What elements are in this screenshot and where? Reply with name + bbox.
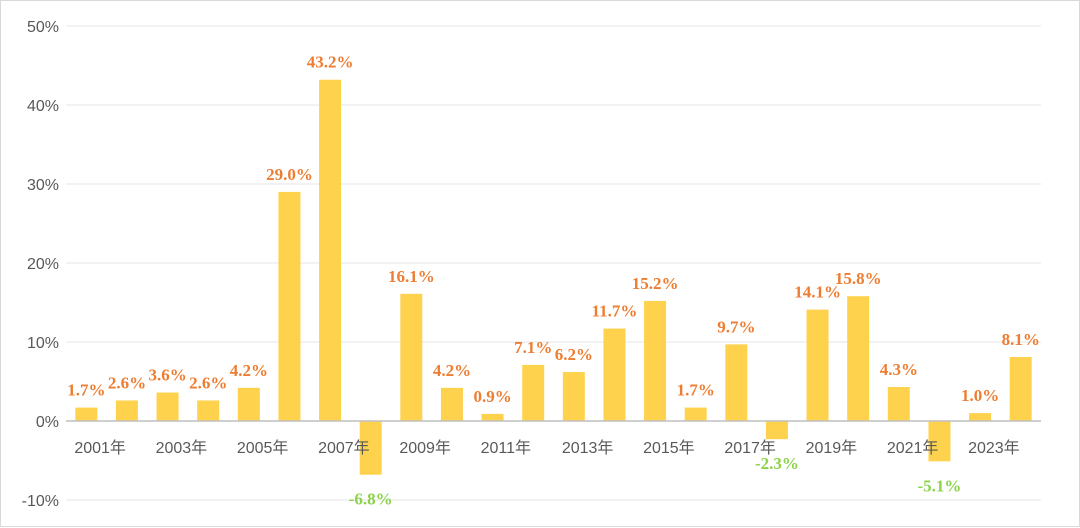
bar (237, 387, 260, 421)
bar (359, 421, 382, 475)
data-label: 9.7% (717, 317, 755, 336)
x-tick-label: 2005年 (237, 439, 289, 457)
bar (319, 79, 342, 421)
bar (522, 364, 545, 421)
data-label: -5.1% (917, 476, 961, 495)
bar (1009, 357, 1032, 421)
bar (75, 407, 98, 421)
x-tick-label: 2015年 (643, 439, 695, 457)
data-label: 11.7% (592, 302, 638, 321)
data-label: 8.1% (1002, 330, 1040, 349)
data-label: 4.3% (880, 360, 918, 379)
data-label: 16.1% (388, 267, 435, 286)
y-tick-label: 40% (27, 98, 59, 115)
data-label: 6.2% (555, 345, 593, 364)
data-label: 2.6% (108, 373, 146, 392)
x-tick-label: 2021年 (887, 439, 939, 457)
data-label: 15.2% (632, 274, 679, 293)
data-label: 1.7% (677, 381, 715, 400)
data-label: 4.2% (433, 361, 471, 380)
data-label: 15.8% (835, 269, 882, 288)
x-tick-label: 2019年 (806, 439, 858, 457)
x-tick-label: 2013年 (562, 439, 614, 457)
bar (684, 407, 707, 421)
bar (115, 400, 138, 421)
bar (765, 421, 788, 440)
bar (847, 296, 870, 421)
bar (440, 387, 463, 421)
bar (562, 372, 585, 421)
bar (400, 293, 423, 421)
bar (928, 421, 951, 462)
x-tick-label: 2003年 (156, 439, 208, 457)
data-label: 0.9% (473, 387, 511, 406)
bar (887, 387, 910, 421)
bar (156, 392, 179, 421)
bar (644, 300, 667, 421)
bar (603, 328, 626, 421)
y-tick-label: -10% (22, 493, 59, 510)
data-label: 43.2% (307, 53, 354, 72)
y-tick-label: 30% (27, 177, 59, 194)
data-label: 29.0% (266, 165, 313, 184)
data-label: 2.6% (189, 373, 227, 392)
data-label: -2.3% (755, 454, 799, 473)
bar (278, 191, 301, 421)
y-tick-label: 0% (36, 414, 59, 431)
bar (481, 413, 504, 421)
bar (725, 344, 748, 421)
data-label: 1.7% (67, 381, 105, 400)
y-tick-label: 20% (27, 256, 59, 273)
x-tick-label: 2017年 (724, 439, 776, 457)
x-tick-label: 2023年 (968, 439, 1020, 457)
data-label: -6.8% (349, 490, 393, 509)
bar (806, 309, 829, 421)
x-tick-label: 2009年 (399, 439, 451, 457)
y-tick-label: 50% (27, 19, 59, 36)
data-label: 14.1% (794, 283, 841, 302)
data-label: 7.1% (514, 338, 552, 357)
data-label: 4.2% (230, 361, 268, 380)
x-tick-label: 2011年 (481, 439, 531, 457)
x-tick-label: 2001年 (74, 439, 126, 457)
data-label: 1.0% (961, 386, 999, 405)
bar (197, 400, 220, 421)
bar (969, 413, 992, 421)
y-tick-label: 10% (27, 335, 59, 352)
data-label: 3.6% (148, 366, 186, 385)
x-tick-label: 2007年 (318, 439, 370, 457)
